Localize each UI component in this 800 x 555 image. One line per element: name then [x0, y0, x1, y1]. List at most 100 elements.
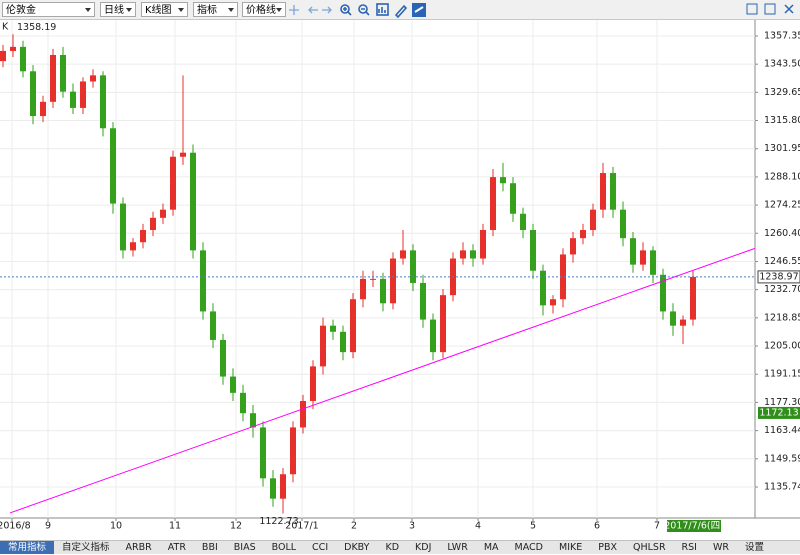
symbol-select[interactable]: 伦敦金 [2, 2, 95, 17]
y-tick-label: 1288.10 [764, 171, 800, 182]
candle-body [460, 250, 466, 259]
candle-body [440, 295, 446, 353]
indicator-tab[interactable]: 常用指标 [0, 541, 55, 554]
indicator-tab[interactable]: ARBR [125, 542, 152, 553]
indicator-tab[interactable]: ATR [167, 542, 186, 553]
candle-body [540, 270, 546, 306]
candle-body [550, 299, 556, 306]
x-tick-label: 2 [351, 521, 357, 532]
indicator-tab[interactable]: 设置 [744, 542, 764, 553]
indicator-tab[interactable]: BBI [201, 542, 218, 553]
y-tick-label: 1177.30 [764, 397, 800, 408]
candle-body [300, 400, 306, 428]
candle-body [140, 230, 146, 243]
low-annotation: 1122.73 [259, 516, 298, 527]
candle-body [120, 203, 126, 251]
indicator-tab[interactable]: KD [385, 542, 400, 553]
candle-body [210, 311, 216, 340]
candle-body [100, 75, 106, 129]
candle-body [320, 325, 326, 367]
x-tick-label: 4 [475, 521, 481, 532]
candle-body [430, 319, 436, 353]
window-button[interactable] [764, 3, 776, 15]
window-button[interactable] [746, 3, 758, 15]
candle-body [620, 209, 626, 239]
candle-body [630, 238, 636, 265]
candle-body [690, 276, 696, 320]
zoom-in-icon[interactable] [340, 4, 350, 14]
zoom-out-icon[interactable] [358, 4, 368, 14]
candle-body [420, 282, 426, 320]
chart-type-select[interactable]: K线图 [141, 2, 188, 17]
y-tick-label: 1343.50 [764, 59, 800, 70]
x-tick-label: 3 [409, 521, 415, 532]
candle-body [230, 376, 236, 393]
indicator-tab[interactable]: RSI [681, 542, 697, 553]
indicator-tab[interactable]: BIAS [233, 542, 256, 553]
last-price-box [757, 270, 800, 284]
y-tick-label: 1260.40 [764, 228, 800, 239]
candle-body [560, 254, 566, 300]
close-button[interactable] [784, 4, 794, 14]
candle-body [150, 217, 156, 231]
price-line-select[interactable]: 价格线 [242, 2, 286, 17]
trendline [9, 247, 756, 514]
period-select[interactable]: 日线 [100, 2, 136, 17]
indicator-tab[interactable]: PBX [598, 542, 617, 553]
candle-body [680, 319, 686, 326]
candle-body [40, 101, 46, 117]
candle-body [490, 177, 496, 231]
box-icon[interactable] [376, 3, 389, 16]
pen-icon[interactable] [394, 4, 408, 18]
candle-body [380, 278, 386, 304]
candle-body [10, 46, 16, 51]
indicator-tab[interactable]: 自定义指标 [62, 542, 110, 553]
candle-body [60, 55, 66, 92]
left-icon[interactable] [308, 6, 318, 14]
candle-body [170, 156, 176, 210]
indicator-tab[interactable]: MIKE [559, 542, 583, 553]
right-icon[interactable] [322, 6, 332, 14]
candle-body [640, 250, 646, 265]
candle-body [50, 55, 56, 102]
grid [0, 20, 755, 518]
last-price-label: 1238.97 [759, 271, 798, 282]
indicator-tab[interactable]: KDJ [415, 542, 432, 553]
candle-body [80, 81, 86, 108]
candle-body [290, 427, 296, 475]
indicator-tab[interactable]: MA [483, 542, 499, 553]
candle-body [330, 325, 336, 332]
candle-body [400, 250, 406, 259]
candle-body [610, 173, 616, 210]
y-tick-label: 1274.25 [764, 200, 800, 211]
y-tick-label: 1135.74 [764, 481, 800, 492]
candle-body [310, 366, 316, 401]
indicator-tab[interactable]: MACD [514, 542, 543, 553]
indicator-select[interactable]: 指标 [193, 2, 238, 17]
indicator-tab[interactable]: CCI [312, 542, 329, 553]
x-tick-label: 12 [230, 521, 242, 532]
candle-body [30, 71, 36, 117]
candle-body [240, 392, 246, 414]
candle-body [410, 250, 416, 283]
candle-body [670, 311, 676, 326]
crosshair-icon[interactable] [289, 5, 299, 15]
candle-body [530, 230, 536, 271]
candle-body [570, 238, 576, 255]
tool-icons [289, 3, 426, 18]
indicator-tab[interactable]: BOLL [271, 542, 297, 553]
candle-body [470, 250, 476, 259]
toolbar: 伦敦金 日线 K线图 指标 价格线 [0, 0, 800, 20]
window-icons [746, 3, 794, 15]
marker-price-box [758, 406, 800, 419]
indicator-tab[interactable]: WR [712, 542, 729, 553]
candle-body [130, 242, 136, 251]
y-tick-label: 1329.65 [764, 87, 800, 98]
x-tick-label: 5 [530, 521, 536, 532]
indicator-tab[interactable]: DKBY [344, 542, 370, 553]
indicator-tab[interactable]: LWR [447, 542, 468, 553]
y-tick-label: 1163.44 [764, 425, 800, 436]
indicator-tab[interactable]: QHLSR [633, 542, 666, 553]
last-date-label: 2017/7/6(四) [664, 521, 724, 532]
